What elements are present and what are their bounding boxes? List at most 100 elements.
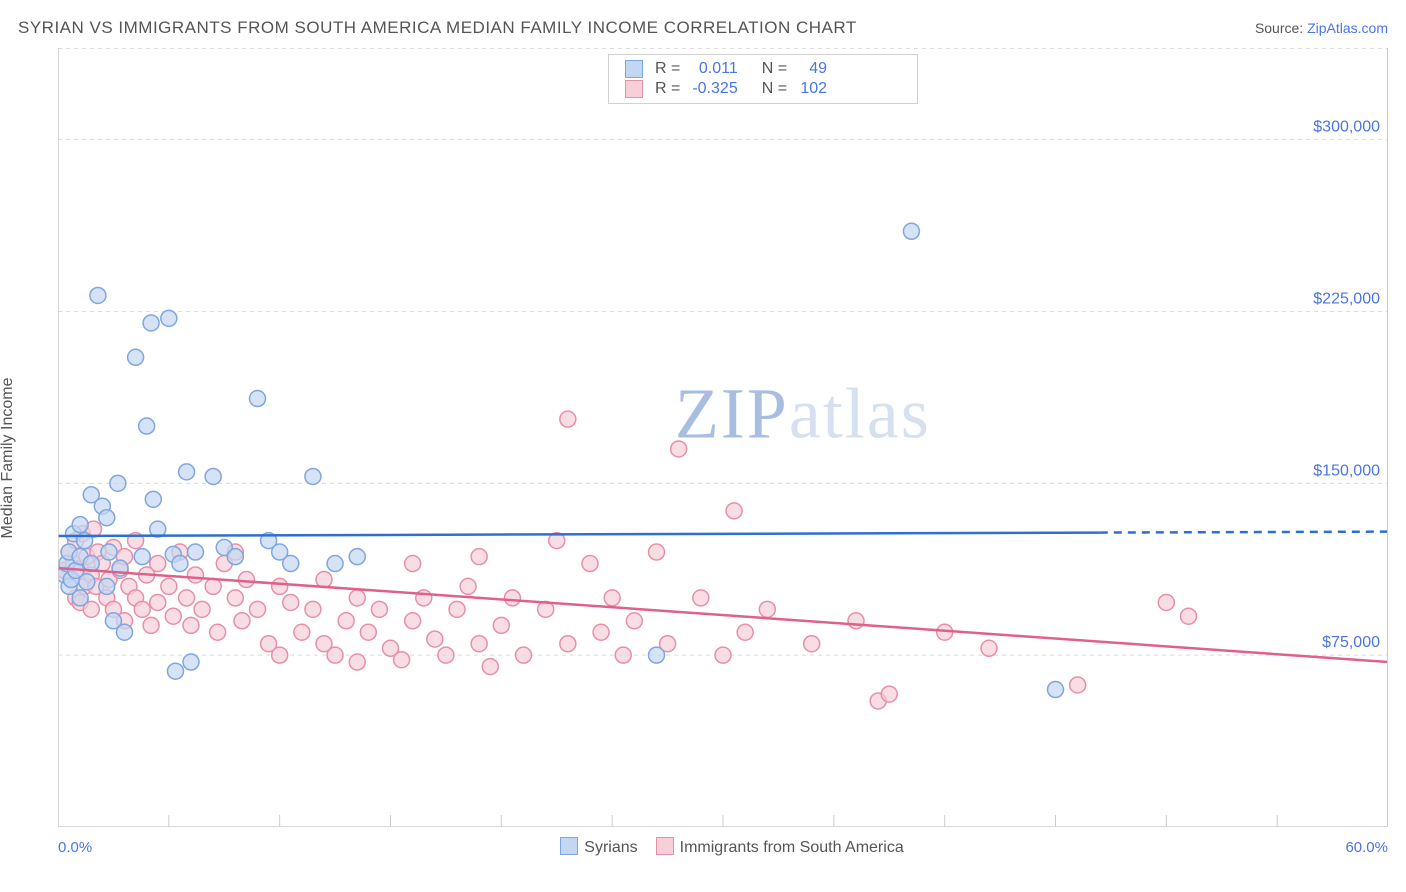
data-point <box>110 475 126 491</box>
data-point <box>981 640 997 656</box>
data-point <box>167 663 183 679</box>
chart-title: SYRIAN VS IMMIGRANTS FROM SOUTH AMERICA … <box>18 18 857 38</box>
y-tick-label: $225,000 <box>1313 290 1380 307</box>
data-point <box>161 310 177 326</box>
data-point <box>128 349 144 365</box>
data-point <box>759 601 775 617</box>
data-point <box>183 617 199 633</box>
data-point <box>294 624 310 640</box>
data-point <box>615 647 631 663</box>
data-point <box>626 613 642 629</box>
data-point <box>172 556 188 572</box>
data-point <box>283 594 299 610</box>
data-point <box>161 578 177 594</box>
data-point <box>72 517 88 533</box>
correlation-stat-box: R = 0.011 N = 49 R = -0.325 N = 102 <box>608 54 918 110</box>
data-point <box>150 594 166 610</box>
data-point <box>649 544 665 560</box>
data-point <box>405 613 421 629</box>
data-point <box>117 624 133 640</box>
data-point <box>593 624 609 640</box>
data-point <box>272 647 288 663</box>
data-point <box>179 464 195 480</box>
data-point <box>143 315 159 331</box>
data-point <box>881 686 897 702</box>
data-point <box>250 601 266 617</box>
data-point <box>338 613 354 629</box>
data-point <box>1070 677 1086 693</box>
data-point <box>90 287 106 303</box>
source-prefix: Source: <box>1255 20 1307 36</box>
data-point <box>649 647 665 663</box>
data-point <box>1158 594 1174 610</box>
data-point <box>143 617 159 633</box>
data-point <box>327 647 343 663</box>
legend-label: Immigrants from South America <box>680 839 904 856</box>
data-point <box>99 578 115 594</box>
data-point <box>272 578 288 594</box>
data-point <box>150 556 166 572</box>
data-point <box>179 590 195 606</box>
data-point <box>205 468 221 484</box>
data-point <box>427 631 443 647</box>
data-point <box>671 441 687 457</box>
data-point <box>283 556 299 572</box>
data-point <box>134 549 150 565</box>
data-point <box>327 556 343 572</box>
chart-source: Source: ZipAtlas.com <box>1255 20 1388 36</box>
data-point <box>134 601 150 617</box>
scatter-plot: $75,000$150,000$225,000$300,000ZIPatlas … <box>58 48 1388 827</box>
source-link[interactable]: ZipAtlas.com <box>1307 20 1388 36</box>
data-point <box>79 574 95 590</box>
data-point <box>804 636 820 652</box>
data-point <box>349 590 365 606</box>
chart-container: Median Family Income $75,000$150,000$225… <box>18 48 1388 867</box>
data-point <box>250 391 266 407</box>
data-point <box>405 556 421 572</box>
legend-swatch <box>560 837 578 855</box>
data-point <box>139 418 155 434</box>
data-point <box>349 654 365 670</box>
data-point <box>504 590 520 606</box>
trend-line-extrapolated <box>1100 532 1388 533</box>
data-point <box>471 636 487 652</box>
data-point <box>582 556 598 572</box>
data-point <box>394 652 410 668</box>
data-point <box>205 578 221 594</box>
y-tick-label: $150,000 <box>1313 462 1380 479</box>
data-point <box>438 647 454 663</box>
watermark: ZIPatlas <box>675 374 931 454</box>
legend-label: Syrians <box>584 839 637 856</box>
data-point <box>227 590 243 606</box>
data-point <box>305 601 321 617</box>
data-point <box>187 544 203 560</box>
data-point <box>460 578 476 594</box>
data-point <box>165 608 181 624</box>
data-point <box>99 510 115 526</box>
data-point <box>516 647 532 663</box>
data-point <box>101 544 117 560</box>
data-point <box>1048 682 1064 698</box>
data-point <box>560 411 576 427</box>
bottom-legend: Syrians Immigrants from South America <box>58 837 1388 857</box>
x-axis-row: 0.0% SyriansImmigrants from South Americ… <box>58 831 1388 867</box>
chart-header: SYRIAN VS IMMIGRANTS FROM SOUTH AMERICA … <box>18 18 1388 38</box>
data-point <box>471 549 487 565</box>
data-point <box>349 549 365 565</box>
data-point <box>227 549 243 565</box>
data-point <box>316 572 332 588</box>
data-point <box>604 590 620 606</box>
data-point <box>187 567 203 583</box>
data-point <box>449 601 465 617</box>
data-point <box>903 223 919 239</box>
legend-swatch <box>656 837 674 855</box>
data-point <box>560 636 576 652</box>
data-point <box>210 624 226 640</box>
data-point <box>848 613 864 629</box>
data-point <box>482 659 498 675</box>
data-point <box>238 572 254 588</box>
data-point <box>305 468 321 484</box>
data-point <box>737 624 753 640</box>
data-point <box>1181 608 1197 624</box>
data-point <box>693 590 709 606</box>
